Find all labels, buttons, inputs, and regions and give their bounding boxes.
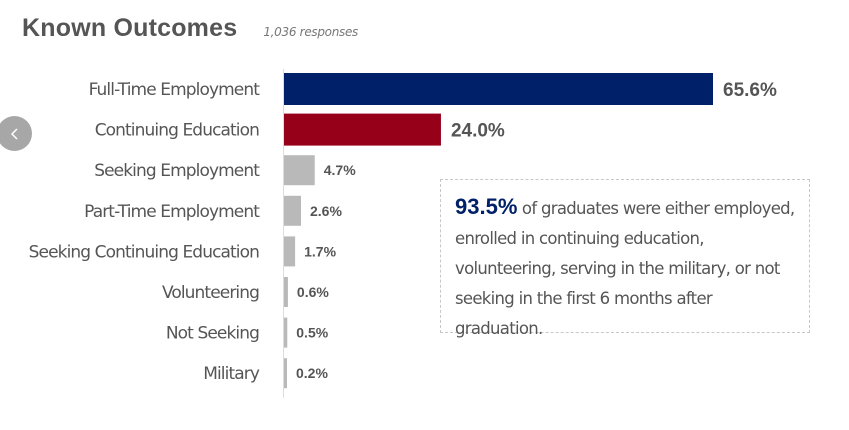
response-count: 1,036 responses — [263, 25, 359, 39]
chevron-left-icon — [10, 127, 18, 140]
chart-title: Known Outcomes — [22, 14, 238, 42]
value-label-7: 0.2% — [296, 365, 328, 381]
category-label-1: Continuing Education — [95, 121, 259, 141]
value-label-0: 65.6% — [723, 80, 777, 101]
value-label-3: 2.6% — [310, 203, 342, 219]
bar-2 — [284, 155, 315, 186]
callout-highlight-percent: 93.5% — [455, 194, 518, 219]
summary-callout: 93.5% of graduates were either employed,… — [440, 179, 810, 338]
value-label-6: 0.5% — [296, 325, 328, 341]
value-label-2: 4.7% — [324, 162, 356, 178]
bar-0 — [284, 73, 713, 105]
value-label-4: 1.7% — [304, 243, 336, 259]
category-label-6: Not Seeking — [166, 324, 259, 344]
bar-7 — [284, 358, 287, 389]
value-label-1: 24.0% — [451, 121, 505, 142]
category-label-4: Seeking Continuing Education — [29, 242, 259, 262]
category-label-2: Seeking Employment — [94, 161, 260, 181]
bar-3 — [284, 195, 302, 226]
callout-text: of graduates were either employed, enrol… — [455, 199, 795, 338]
bar-6 — [284, 317, 288, 348]
category-label-0: Full-Time Employment — [89, 80, 261, 100]
previous-slide-button[interactable] — [0, 116, 32, 151]
chart-header: Known Outcomes 1,036 responses — [22, 14, 358, 43]
category-label-7: Military — [203, 364, 260, 384]
category-label-3: Part-Time Employment — [84, 202, 260, 222]
category-label-5: Volunteering — [162, 283, 259, 303]
value-label-5: 0.6% — [297, 284, 329, 300]
bar-4 — [284, 236, 296, 267]
bar-1 — [284, 113, 441, 146]
bars-layer: Full-Time Employment 65.6% Continuing Educ… — [29, 73, 777, 389]
bar-5 — [284, 277, 288, 307]
